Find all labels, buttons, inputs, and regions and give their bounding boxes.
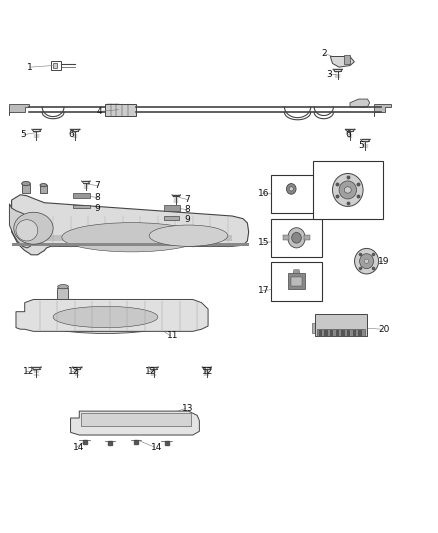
Text: 8: 8: [95, 193, 100, 202]
Text: 12: 12: [22, 367, 34, 376]
Text: 14: 14: [73, 443, 84, 452]
Bar: [317, 329, 365, 336]
Ellipse shape: [355, 248, 378, 274]
Polygon shape: [10, 104, 29, 115]
Text: 2: 2: [321, 50, 327, 58]
Text: 7: 7: [95, 181, 100, 190]
Bar: [304, 235, 310, 240]
Text: 12: 12: [201, 367, 213, 376]
Ellipse shape: [62, 223, 201, 252]
Text: 6: 6: [346, 130, 351, 139]
Ellipse shape: [344, 187, 351, 193]
Bar: [73, 205, 90, 208]
Bar: [288, 273, 305, 289]
Polygon shape: [350, 99, 370, 107]
Bar: [291, 277, 302, 286]
Polygon shape: [81, 413, 191, 426]
Polygon shape: [44, 235, 232, 241]
Text: 12: 12: [145, 367, 156, 376]
Text: 17: 17: [258, 286, 270, 295]
Text: 5: 5: [20, 130, 26, 139]
Ellipse shape: [286, 183, 296, 194]
Ellipse shape: [40, 183, 47, 187]
Bar: [73, 193, 90, 198]
Bar: [353, 330, 356, 336]
Text: 10: 10: [195, 234, 206, 243]
Polygon shape: [12, 243, 249, 246]
Polygon shape: [374, 104, 392, 116]
Ellipse shape: [289, 187, 293, 191]
Ellipse shape: [364, 259, 369, 263]
Bar: [358, 330, 362, 336]
Polygon shape: [16, 300, 208, 332]
Bar: [324, 330, 328, 336]
Bar: [53, 63, 57, 68]
Bar: [341, 330, 345, 336]
Text: 16: 16: [258, 189, 270, 198]
Polygon shape: [21, 183, 30, 193]
Bar: [164, 205, 180, 211]
Bar: [347, 330, 350, 336]
Text: 15: 15: [258, 238, 270, 247]
Text: 14: 14: [151, 443, 162, 452]
Bar: [272, 262, 321, 301]
Text: 13: 13: [182, 404, 194, 413]
Text: 3: 3: [326, 70, 332, 78]
Bar: [315, 314, 367, 336]
Text: 18: 18: [350, 189, 361, 198]
Text: 12: 12: [68, 367, 80, 376]
Text: 20: 20: [378, 325, 390, 334]
Ellipse shape: [332, 173, 363, 206]
Polygon shape: [57, 288, 68, 300]
Polygon shape: [71, 411, 199, 435]
Ellipse shape: [53, 306, 158, 328]
Text: 5: 5: [359, 141, 364, 150]
Bar: [283, 235, 289, 240]
Ellipse shape: [292, 232, 301, 243]
Bar: [330, 330, 333, 336]
Text: 4: 4: [97, 107, 102, 116]
Bar: [272, 175, 321, 213]
Text: 9: 9: [95, 204, 100, 213]
Ellipse shape: [27, 301, 184, 334]
Ellipse shape: [288, 228, 305, 248]
Bar: [336, 330, 339, 336]
Ellipse shape: [14, 212, 53, 244]
Bar: [272, 219, 321, 257]
Bar: [164, 216, 179, 220]
Bar: [106, 104, 136, 116]
Bar: [364, 323, 367, 334]
Text: 9: 9: [184, 215, 190, 224]
Polygon shape: [40, 185, 47, 193]
Ellipse shape: [16, 220, 38, 241]
Text: 7: 7: [184, 195, 190, 204]
Polygon shape: [293, 270, 300, 273]
Text: 8: 8: [184, 205, 190, 214]
Bar: [318, 330, 322, 336]
Polygon shape: [10, 204, 32, 248]
Text: 6: 6: [68, 130, 74, 139]
Polygon shape: [12, 195, 249, 255]
Bar: [312, 323, 315, 334]
Ellipse shape: [339, 181, 357, 199]
Polygon shape: [330, 56, 354, 67]
Bar: [51, 61, 60, 70]
Bar: [344, 55, 350, 64]
Ellipse shape: [58, 285, 69, 289]
Ellipse shape: [149, 225, 228, 246]
Ellipse shape: [21, 181, 30, 185]
Bar: [313, 161, 383, 219]
Ellipse shape: [360, 254, 374, 269]
Text: 19: 19: [378, 257, 390, 265]
Text: 11: 11: [166, 331, 178, 340]
Text: 1: 1: [27, 63, 33, 71]
